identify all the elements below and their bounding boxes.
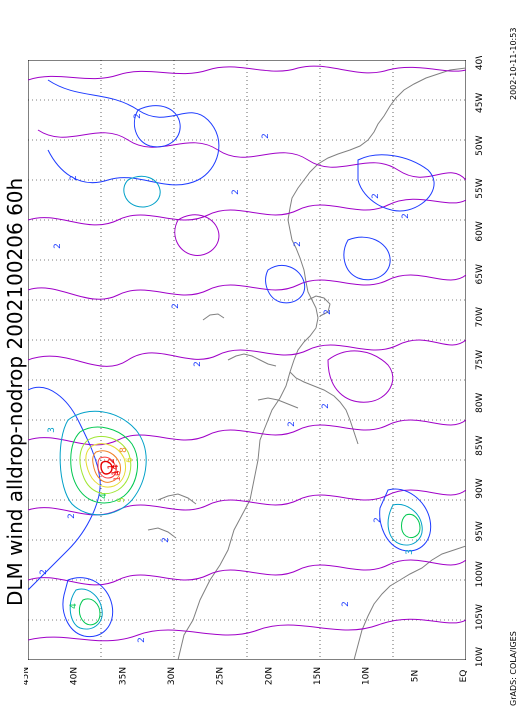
contour-label: 2 <box>321 403 331 409</box>
contour-label: 5 <box>117 497 127 503</box>
contour-label: 2 <box>171 303 181 309</box>
contour-label: 2 <box>371 193 381 199</box>
map-title: DLM wind alldrop-nodrop 2002100206 60h <box>3 178 27 606</box>
contour-label: 2 <box>373 517 383 523</box>
contour-label: 2 <box>69 175 79 181</box>
longitude-label: 55W <box>475 178 485 198</box>
longitude-label: 65W <box>475 264 485 284</box>
latitude-label: 45N <box>24 667 31 685</box>
contour-label: 2 <box>53 243 63 249</box>
longitude-label: 50W <box>475 135 485 155</box>
contour-label: 3 <box>405 549 415 555</box>
longitude-label: 105W <box>475 604 485 630</box>
latitude-label: 5N <box>410 670 420 682</box>
wind-contours <box>28 65 466 642</box>
longitude-label: 95W <box>475 521 485 541</box>
longitude-label: 80W <box>475 393 485 413</box>
coastlines <box>147 67 466 660</box>
contour-label: 2 <box>133 113 143 119</box>
latitude-axis: EQ 5N 10N 15N 20N 25N 30N 35N 40N 45N <box>24 667 469 685</box>
latitude-label: 30N <box>167 667 177 685</box>
contour-labels: 2 2 2 2 2 2 2 2 2 2 2 2 2 2 2 2 2 2 2 4 … <box>39 113 415 643</box>
longitude-label: 110W <box>475 647 485 666</box>
latitude-label: 25N <box>216 667 226 685</box>
graticule <box>28 60 466 660</box>
longitude-label: 70W <box>475 307 485 327</box>
contour-label: 4 <box>69 603 79 609</box>
contour-label: 2 <box>161 537 171 543</box>
contour-label: 2 <box>341 601 351 607</box>
latitude-label: 10N <box>362 667 372 685</box>
contour-label: 3 <box>47 427 57 433</box>
latitude-label: 40N <box>70 667 80 685</box>
longitude-label: 100W <box>475 561 485 587</box>
latitude-label: 35N <box>118 667 128 685</box>
contour-label: 12 <box>107 458 117 469</box>
credit-text: GrADS: COLA/IGES <box>509 631 518 706</box>
longitude-label: 45W <box>475 93 485 113</box>
contour-label: 8 <box>119 447 129 453</box>
longitude-label: 40W <box>475 56 485 70</box>
contour-label: 2 <box>193 361 203 367</box>
longitude-label: 85W <box>475 435 485 455</box>
timestamp-text: 2002-10-11-10:53 <box>509 28 518 100</box>
contour-label: 2 <box>39 569 49 575</box>
title-text: DLM wind alldrop-nodrop 2002100206 60h <box>3 178 27 606</box>
longitude-axis: 110W 105W 100W 95W 90W 85W 80W 75W 70W 65W 60W 55W 5… <box>475 56 485 666</box>
contour-label: 4 <box>99 493 109 499</box>
contour-label: 2 <box>323 309 333 315</box>
longitude-label: 75W <box>475 350 485 370</box>
contour-label: 2 <box>401 213 411 219</box>
contour-label: 2 <box>231 189 241 195</box>
latitude-label: 15N <box>313 667 323 685</box>
contour-label: 2 <box>293 241 303 247</box>
contour-label: 2 <box>67 513 77 519</box>
contour-label: 2 <box>137 637 147 643</box>
contour-label: 2 <box>287 421 297 427</box>
contour-label: 2 <box>261 133 271 139</box>
latitude-label: 20N <box>264 667 274 685</box>
longitude-label: 60W <box>475 221 485 241</box>
map: 2 2 2 2 2 2 2 2 2 2 2 2 2 2 2 2 2 2 2 4 … <box>28 60 466 660</box>
contour-label: 10 <box>113 470 123 482</box>
contour-label: 6 <box>125 457 135 463</box>
longitude-label: 90W <box>475 478 485 498</box>
latitude-label: EQ <box>459 670 469 683</box>
contour-label: 14 <box>111 464 121 476</box>
